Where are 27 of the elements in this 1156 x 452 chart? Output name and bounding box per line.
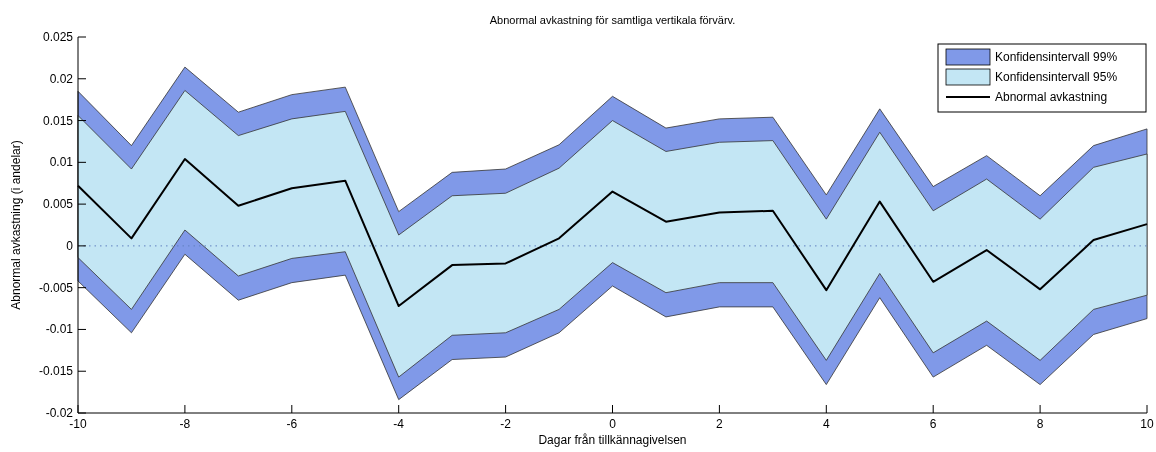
x-tick-label: -4 xyxy=(393,417,405,431)
legend-label: Konfidensintervall 99% xyxy=(995,50,1118,64)
x-tick-label: 4 xyxy=(822,417,830,431)
x-axis-title: Dagar från tillkännagivelsen xyxy=(538,433,687,447)
y-tick-label: 0.005 xyxy=(42,197,74,212)
x-tick-label: -10 xyxy=(69,417,87,431)
legend-label: Konfidensintervall 95% xyxy=(995,70,1118,84)
x-tick-label: 0 xyxy=(609,417,617,431)
y-tick-label: 0 xyxy=(66,238,74,253)
x-tick-label: -8 xyxy=(179,417,191,431)
y-tick-label: 0.01 xyxy=(49,155,74,170)
x-tick-label: 6 xyxy=(929,417,937,431)
x-tick-label: -6 xyxy=(286,417,298,431)
x-tick-label: 10 xyxy=(1140,417,1154,431)
x-tick-label: -2 xyxy=(500,417,512,431)
y-tick-label: -0.005 xyxy=(38,280,74,295)
y-axis-title: Abnormal avkastning (i andelar) xyxy=(9,140,23,310)
y-tick-label: 0.02 xyxy=(49,71,74,86)
y-tick-label: -0.02 xyxy=(45,406,74,420)
x-tick-label: 8 xyxy=(1036,417,1044,431)
y-tick-label: 0.025 xyxy=(42,30,74,44)
legend-label: Abnormal avkastning xyxy=(995,90,1108,104)
y-tick-label: 0.015 xyxy=(42,113,74,128)
x-tick-label: 2 xyxy=(716,417,724,431)
chart-title: Abnormal avkastning för samtliga vertikala förvärv. xyxy=(489,14,736,26)
y-tick-label: -0.015 xyxy=(38,364,74,379)
y-tick-label: -0.01 xyxy=(45,322,74,337)
